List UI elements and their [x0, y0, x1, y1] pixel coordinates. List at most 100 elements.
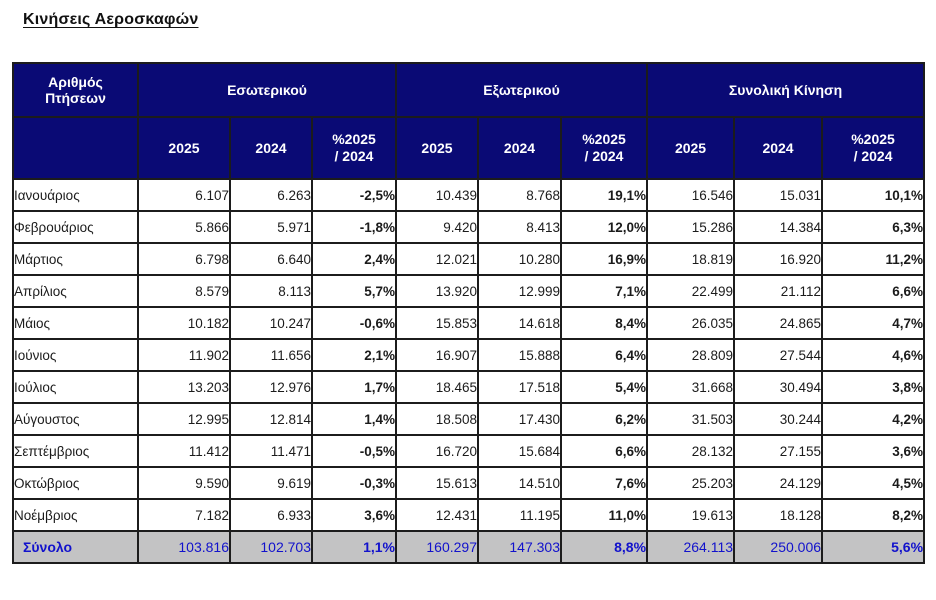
pct-cell: 4,7% — [821, 306, 926, 340]
value-cell: 24.129 — [733, 466, 824, 500]
group-header-row: Αριθμός Πτήσεων Εσωτερικού Εξωτερικού Συ… — [12, 62, 926, 118]
month-cell: Ιούλιος — [12, 370, 139, 404]
month-cell: Σεπτέμβριος — [12, 434, 139, 468]
value-cell: 14.510 — [477, 466, 562, 500]
table-footer: Σύνολο 103.816 102.703 1,1% 160.297 147.… — [12, 530, 926, 564]
value-cell: 15.613 — [395, 466, 479, 500]
pct-cell: 4,6% — [821, 338, 926, 372]
month-cell: Αύγουστος — [12, 402, 139, 436]
pct-cell: 3,6% — [311, 498, 397, 532]
value-cell: 12.999 — [477, 274, 562, 308]
value-cell: 9.619 — [229, 466, 313, 500]
value-cell: 17.518 — [477, 370, 562, 404]
month-cell: Μάρτιος — [12, 242, 139, 276]
pct-cell: 1,4% — [311, 402, 397, 436]
total-label-cell: Σύνολο — [12, 530, 139, 564]
pct-cell: 1,7% — [311, 370, 397, 404]
value-cell: 31.668 — [646, 370, 736, 404]
pct-cell: 2,4% — [311, 242, 397, 276]
value-cell: 16.920 — [733, 242, 824, 276]
value-cell: 31.503 — [646, 402, 736, 436]
value-cell: 5.866 — [137, 210, 231, 244]
page-title: Κινήσεις Αεροσκαφών — [23, 11, 199, 28]
total-value-cell: 250.006 — [733, 530, 824, 564]
table-row: Νοέμβριος 7.182 6.933 3,6% 12.431 11.195 11,0%… — [12, 498, 926, 532]
value-cell: 10.182 — [137, 306, 231, 340]
value-cell: 10.280 — [477, 242, 562, 276]
pct-cell: 10,1% — [821, 178, 926, 212]
total-pct-cell: 5,6% — [821, 530, 926, 564]
year-header-2024: 2024 — [229, 116, 313, 180]
corner-header-cell: Αριθμός Πτήσεων — [12, 62, 139, 118]
table-row: Απρίλιος 8.579 8.113 5,7% 13.920 12.999 7,1% 22… — [12, 274, 926, 308]
table-header: Αριθμός Πτήσεων Εσωτερικού Εξωτερικού Συ… — [12, 62, 926, 180]
pct-cell: -2,5% — [311, 178, 397, 212]
pct-cell: 5,7% — [311, 274, 397, 308]
value-cell: 13.203 — [137, 370, 231, 404]
aircraft-movements-table: Αριθμός Πτήσεων Εσωτερικού Εξωτερικού Συ… — [12, 62, 926, 564]
value-cell: 8.768 — [477, 178, 562, 212]
value-cell: 18.128 — [733, 498, 824, 532]
group-header-total: Συνολική Κίνηση — [646, 62, 926, 118]
value-cell: 18.508 — [395, 402, 479, 436]
value-cell: 11.412 — [137, 434, 231, 468]
value-cell: 27.544 — [733, 338, 824, 372]
table-row: Οκτώβριος 9.590 9.619 -0,3% 15.613 14.510 7,6%… — [12, 466, 926, 500]
pct-cell: 11,0% — [559, 498, 649, 532]
value-cell: 6.640 — [229, 242, 313, 276]
value-cell: 6.798 — [137, 242, 231, 276]
value-cell: 6.263 — [229, 178, 313, 212]
value-cell: 21.112 — [733, 274, 824, 308]
value-cell: 18.819 — [646, 242, 736, 276]
value-cell: 7.182 — [137, 498, 231, 532]
table-row: Αύγουστος 12.995 12.814 1,4% 18.508 17.430 6,2… — [12, 402, 926, 436]
value-cell: 12.814 — [229, 402, 313, 436]
month-cell: Μάιος — [12, 306, 139, 340]
value-cell: 27.155 — [733, 434, 824, 468]
value-cell: 12.995 — [137, 402, 231, 436]
pct-cell: 19,1% — [559, 178, 649, 212]
value-cell: 16.546 — [646, 178, 736, 212]
total-pct-cell: 1,1% — [311, 530, 397, 564]
year-header-2025: 2025 — [395, 116, 479, 180]
table-row: Φεβρουάριος 5.866 5.971 -1,8% 9.420 8.413 12,0… — [12, 210, 926, 244]
value-cell: 10.439 — [395, 178, 479, 212]
value-cell: 12.021 — [395, 242, 479, 276]
table-row: Μάιος 10.182 10.247 -0,6% 15.853 14.618 8,4% 26… — [12, 306, 926, 340]
pct-cell: 12,0% — [559, 210, 649, 244]
value-cell: 8.113 — [229, 274, 313, 308]
total-value-cell: 102.703 — [229, 530, 313, 564]
pct-cell: 8,4% — [559, 306, 649, 340]
pct-cell: 16,9% — [559, 242, 649, 276]
value-cell: 25.203 — [646, 466, 736, 500]
month-cell: Φεβρουάριος — [12, 210, 139, 244]
value-cell: 11.656 — [229, 338, 313, 372]
value-cell: 8.413 — [477, 210, 562, 244]
table-body: Ιανουάριος 6.107 6.263 -2,5% 10.439 8.768 19,1… — [12, 178, 926, 532]
value-cell: 12.976 — [229, 370, 313, 404]
total-pct-cell: 8,8% — [559, 530, 649, 564]
table-row: Ιούλιος 13.203 12.976 1,7% 18.465 17.518 5,4% 3… — [12, 370, 926, 404]
value-cell: 5.971 — [229, 210, 313, 244]
value-cell: 30.244 — [733, 402, 824, 436]
year-header-2024: 2024 — [477, 116, 562, 180]
total-value-cell: 264.113 — [646, 530, 736, 564]
table-row: Ιούνιος 11.902 11.656 2,1% 16.907 15.888 6,4% 2… — [12, 338, 926, 372]
value-cell: 15.031 — [733, 178, 824, 212]
pct-cell: 8,2% — [821, 498, 926, 532]
value-cell: 30.494 — [733, 370, 824, 404]
group-header-international: Εξωτερικού — [394, 62, 649, 118]
value-cell: 9.420 — [395, 210, 479, 244]
value-cell: 12.431 — [395, 498, 479, 532]
value-cell: 16.720 — [395, 434, 479, 468]
value-cell: 16.907 — [395, 338, 479, 372]
value-cell: 15.286 — [646, 210, 736, 244]
total-value-cell: 147.303 — [477, 530, 562, 564]
pct-cell: -0,6% — [311, 306, 397, 340]
pct-cell: 6,2% — [559, 402, 649, 436]
month-cell: Οκτώβριος — [12, 466, 139, 500]
pct-cell: 11,2% — [821, 242, 926, 276]
value-cell: 8.579 — [137, 274, 231, 308]
value-cell: 13.920 — [395, 274, 479, 308]
empty-header-cell — [12, 116, 139, 180]
